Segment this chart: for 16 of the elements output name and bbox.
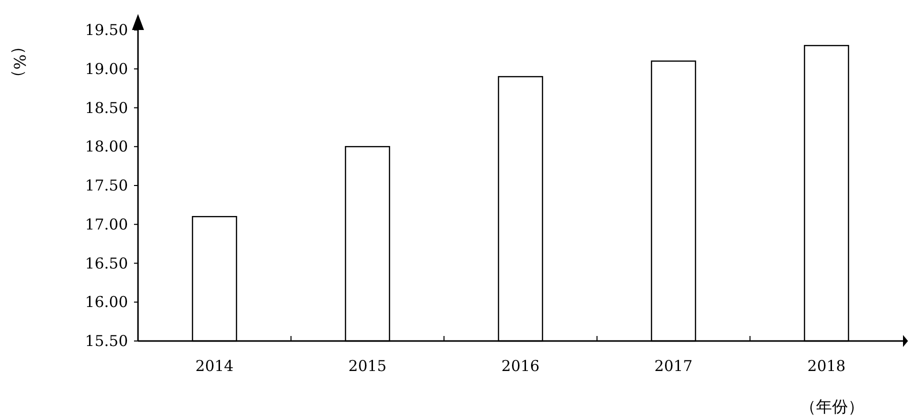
y-tick-label: 18.00 [85, 138, 128, 156]
y-tick-label: 19.50 [85, 21, 128, 39]
x-tick-label: 2017 [654, 357, 693, 375]
y-tick-label: 17.50 [85, 176, 128, 194]
y-axis-title: （%） [10, 38, 29, 86]
y-tick-label: 18.50 [85, 98, 128, 117]
y-tick-label: 16.50 [85, 254, 128, 272]
x-tick-label: 2018 [807, 357, 846, 375]
x-tick-label: 2016 [501, 357, 540, 375]
x-axis-title: （年份） [800, 397, 864, 416]
x-tick-label: 2015 [348, 357, 387, 375]
y-tick-label: 17.00 [85, 215, 128, 234]
y-tick-label: 16.00 [85, 293, 128, 312]
y-tick-label: 15.50 [85, 332, 128, 350]
y-tick-label: 19.00 [85, 60, 128, 78]
x-tick-label: 2014 [195, 357, 234, 375]
